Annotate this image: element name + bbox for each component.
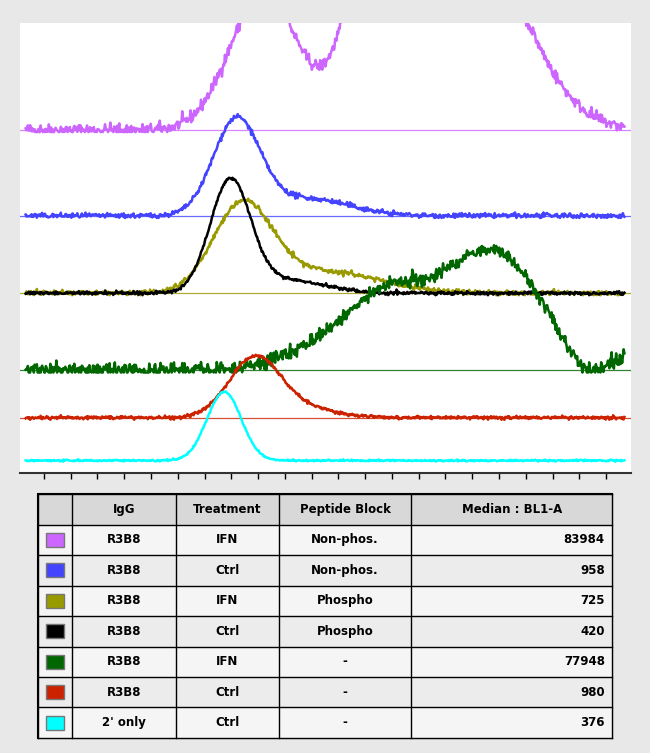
Text: Non-phos.: Non-phos. <box>311 533 379 547</box>
Text: R3B8: R3B8 <box>107 686 141 699</box>
Bar <box>46 655 64 669</box>
Bar <box>38 677 612 708</box>
Text: 2' only: 2' only <box>102 716 146 729</box>
Text: Ctrl: Ctrl <box>215 564 239 577</box>
Text: IgG: IgG <box>112 503 135 516</box>
Text: 725: 725 <box>580 594 605 608</box>
Bar <box>46 624 64 639</box>
Bar <box>38 586 612 616</box>
Text: 980: 980 <box>580 686 605 699</box>
Text: IFN: IFN <box>216 655 239 668</box>
Bar <box>38 616 612 647</box>
Bar <box>46 594 64 608</box>
Text: 420: 420 <box>580 625 605 638</box>
Text: 958: 958 <box>580 564 605 577</box>
Text: 376: 376 <box>580 716 605 729</box>
Bar <box>46 533 64 547</box>
Bar <box>38 494 612 525</box>
Bar <box>38 647 612 677</box>
Bar <box>46 685 64 700</box>
Text: 83984: 83984 <box>564 533 605 547</box>
Text: -: - <box>343 686 348 699</box>
Bar <box>38 525 612 555</box>
Bar <box>46 715 64 730</box>
Text: Ctrl: Ctrl <box>215 716 239 729</box>
Text: Phospho: Phospho <box>317 625 374 638</box>
Bar <box>38 555 612 586</box>
Text: IFN: IFN <box>216 533 239 547</box>
Text: Treatment: Treatment <box>193 503 261 516</box>
Text: Peptide Block: Peptide Block <box>300 503 391 516</box>
Text: R3B8: R3B8 <box>107 594 141 608</box>
Text: IFN: IFN <box>216 594 239 608</box>
Text: R3B8: R3B8 <box>107 625 141 638</box>
Text: Phospho: Phospho <box>317 594 374 608</box>
Text: R3B8: R3B8 <box>107 655 141 668</box>
Text: -: - <box>343 716 348 729</box>
Text: R3B8: R3B8 <box>107 533 141 547</box>
Text: Ctrl: Ctrl <box>215 686 239 699</box>
Text: Non-phos.: Non-phos. <box>311 564 379 577</box>
Text: Ctrl: Ctrl <box>215 625 239 638</box>
Text: 77948: 77948 <box>564 655 605 668</box>
Bar <box>46 563 64 578</box>
Bar <box>38 708 612 738</box>
Text: R3B8: R3B8 <box>107 564 141 577</box>
Text: Median : BL1-A: Median : BL1-A <box>462 503 562 516</box>
Text: -: - <box>343 655 348 668</box>
